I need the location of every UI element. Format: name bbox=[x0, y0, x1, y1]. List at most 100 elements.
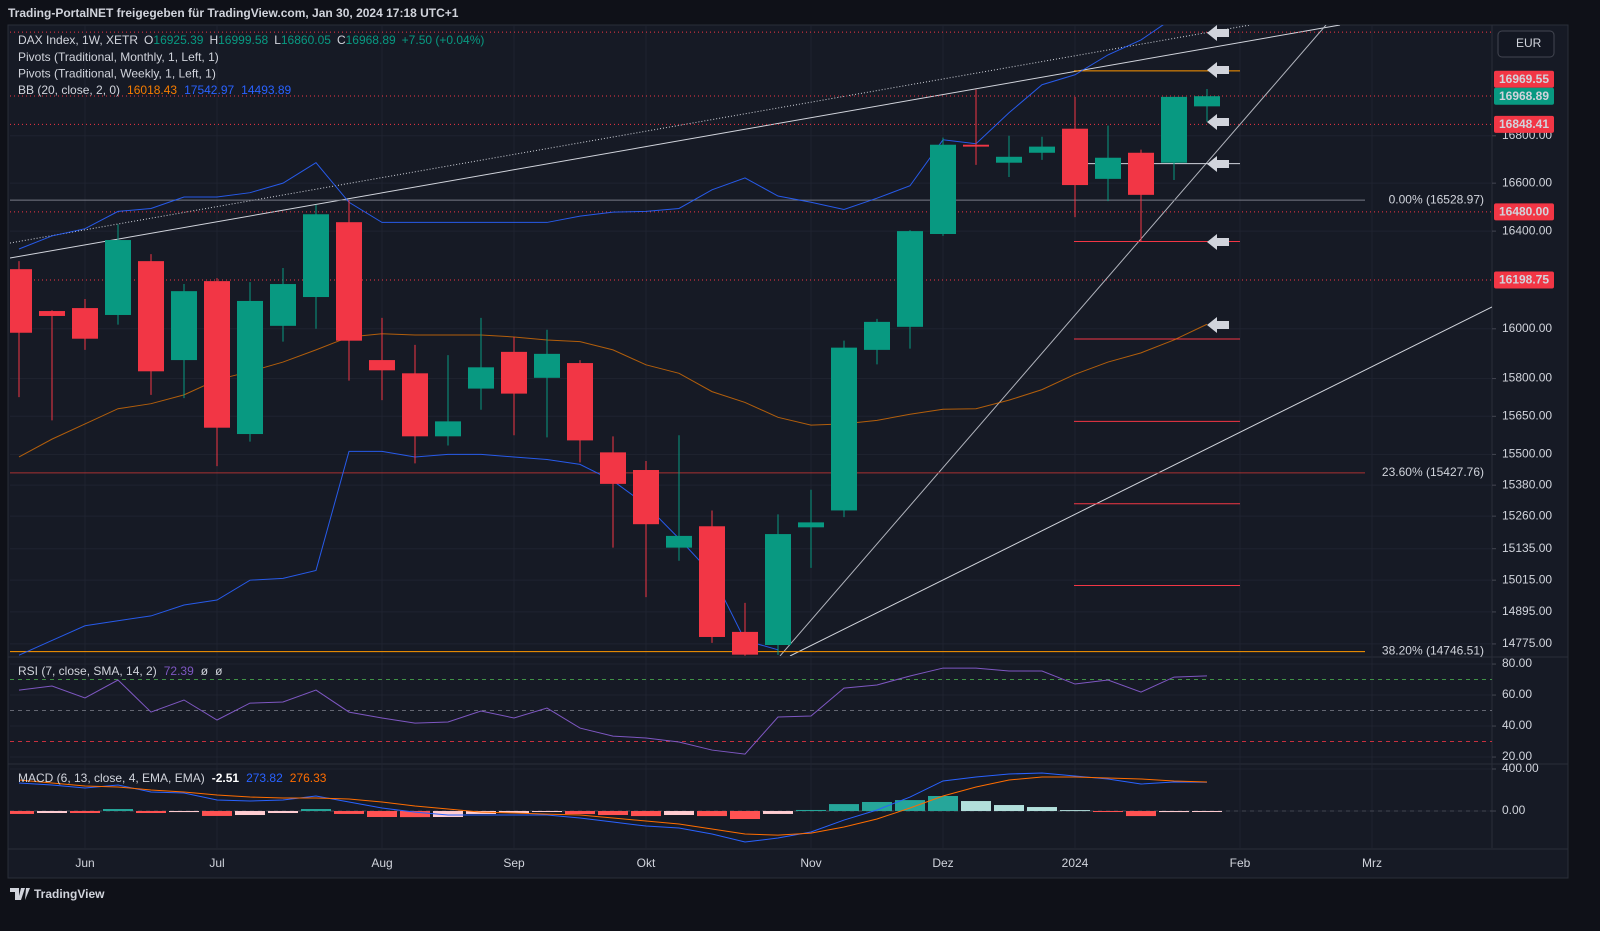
candle-body bbox=[600, 452, 626, 484]
legend-value: 273.82 bbox=[246, 771, 283, 785]
legend-prefix: O bbox=[144, 33, 153, 47]
histogram-bar bbox=[598, 811, 628, 816]
histogram-bar bbox=[400, 811, 430, 818]
candle-body bbox=[204, 281, 230, 428]
currency-label: EUR bbox=[1516, 36, 1542, 50]
candle-body bbox=[930, 144, 956, 235]
histogram-bar bbox=[334, 811, 364, 814]
overlay: EUR Jun Jul Aug Sep Okt Nov Dez 2024 Feb Mrz16800… bbox=[18, 25, 1555, 870]
x-tick-label: Okt bbox=[637, 856, 656, 870]
legend-indicator: Pivots (Traditional, Monthly, 1, Left, 1… bbox=[18, 50, 219, 64]
candle-body bbox=[666, 535, 692, 548]
brand-logo bbox=[10, 888, 30, 900]
y-tick-label: 16600.00 bbox=[1502, 175, 1552, 189]
y-tick-label: 15380.00 bbox=[1502, 477, 1552, 491]
histogram-bar bbox=[499, 811, 529, 814]
pivot-badge-label: 16969.55 bbox=[1499, 72, 1549, 86]
y-tick-label: 60.00 bbox=[1502, 687, 1532, 701]
legend-line: MACD (6, 13, close, 4, EMA, EMA) -2.51 273… bbox=[18, 771, 327, 785]
legend-indicator: BB (20, close, 2, 0) bbox=[18, 83, 120, 97]
legend-line: BB (20, close, 2, 0) 16018.43 17542.97 1449… bbox=[18, 83, 292, 97]
histogram-bar bbox=[928, 795, 958, 812]
histogram-bar bbox=[1093, 811, 1123, 813]
pivot-badge bbox=[1494, 203, 1554, 221]
histogram-bar bbox=[565, 811, 595, 815]
y-tick-label: 40.00 bbox=[1502, 718, 1532, 732]
candle-body bbox=[105, 240, 131, 315]
histogram-bar bbox=[1159, 811, 1189, 813]
y-tick-label: 15015.00 bbox=[1502, 572, 1552, 586]
candle-body bbox=[402, 373, 428, 437]
legend-value: 16968.89 bbox=[346, 33, 396, 47]
candle-body bbox=[369, 360, 395, 371]
pivot-badge bbox=[1494, 271, 1554, 289]
legend-value: 16999.58 bbox=[218, 33, 268, 47]
y-tick-label: 16400.00 bbox=[1502, 223, 1552, 237]
candle-body bbox=[699, 526, 725, 637]
legend-na: ø bbox=[215, 664, 223, 678]
y-tick-label: 14895.00 bbox=[1502, 604, 1552, 618]
macd-pane bbox=[10, 772, 1492, 843]
legend-title: MACD (6, 13, close, 4, EMA, EMA) bbox=[18, 771, 205, 785]
price-badge bbox=[1494, 87, 1554, 105]
histogram-bar bbox=[895, 800, 925, 812]
legend-line: DAX Index, 1W, XETR O16925.39 H16999.58 L16… bbox=[18, 33, 484, 47]
fib-label: 0.00% (16528.97) bbox=[1389, 192, 1484, 206]
y-tick-label: 0.00 bbox=[1502, 803, 1526, 817]
header-text: Trading-PortalNET freigegeben für Tradin… bbox=[8, 6, 459, 20]
main-pane bbox=[10, 25, 1492, 656]
rsi-line bbox=[18, 667, 1208, 755]
currency-button[interactable] bbox=[1497, 30, 1555, 58]
legend-value: 17542.97 bbox=[184, 83, 234, 97]
legend-value: 72.39 bbox=[164, 664, 194, 678]
legend-prefix: C bbox=[337, 33, 346, 47]
legend-line: Pivots (Traditional, Weekly, 1, Left, 1) bbox=[18, 67, 216, 81]
y-tick-label: 16000.00 bbox=[1502, 321, 1552, 335]
histogram-bar bbox=[70, 811, 100, 814]
y-tick-label: 15260.00 bbox=[1502, 508, 1552, 522]
candle-body bbox=[39, 311, 65, 316]
candle-body bbox=[1194, 96, 1220, 107]
candle-body bbox=[72, 308, 98, 339]
bollinger-line bbox=[18, 25, 1164, 250]
macd-line bbox=[18, 772, 1208, 843]
legend-value: 276.33 bbox=[290, 771, 327, 785]
candle-body bbox=[1095, 157, 1121, 179]
legend-indicator: Pivots (Traditional, Weekly, 1, Left, 1) bbox=[18, 67, 216, 81]
y-tick-label: 400.00 bbox=[1502, 761, 1539, 775]
candle-body bbox=[798, 522, 824, 528]
x-tick-label: Jul bbox=[209, 856, 224, 870]
pivot-badge-label: 16480.00 bbox=[1499, 205, 1549, 219]
histogram-bar bbox=[433, 811, 463, 818]
candle-body bbox=[633, 470, 659, 525]
histogram-bar bbox=[268, 811, 298, 814]
candle-body bbox=[732, 631, 758, 655]
x-tick-label: Nov bbox=[800, 856, 821, 870]
candle-body bbox=[864, 321, 890, 350]
grid bbox=[10, 25, 1492, 848]
candle-body bbox=[468, 367, 494, 389]
histogram-bar bbox=[763, 811, 793, 814]
candle-body bbox=[138, 261, 164, 372]
brand-name: TradingView bbox=[34, 887, 105, 901]
candle-body bbox=[1062, 128, 1088, 186]
legend-na: ø bbox=[201, 664, 209, 678]
y-tick-label: 80.00 bbox=[1502, 656, 1532, 670]
histogram-bar bbox=[862, 801, 892, 812]
pivot-badge bbox=[1494, 115, 1554, 133]
candle-body bbox=[567, 363, 593, 441]
legend-value: 16860.05 bbox=[281, 33, 331, 47]
histogram-bar bbox=[367, 811, 397, 818]
histogram-bar bbox=[631, 811, 661, 817]
arrow-marker bbox=[1207, 317, 1229, 333]
y-tick-label: 15650.00 bbox=[1502, 408, 1552, 422]
macd-line bbox=[18, 776, 1208, 836]
pivot-badge-label: 16848.41 bbox=[1499, 117, 1549, 131]
x-tick-label: Sep bbox=[503, 856, 525, 870]
histogram-bar bbox=[730, 811, 760, 820]
candle-body bbox=[1161, 96, 1187, 163]
histogram-bar bbox=[10, 811, 34, 814]
histogram-bar bbox=[301, 809, 331, 812]
legend-change: +7.50 (+0.04%) bbox=[402, 33, 485, 47]
